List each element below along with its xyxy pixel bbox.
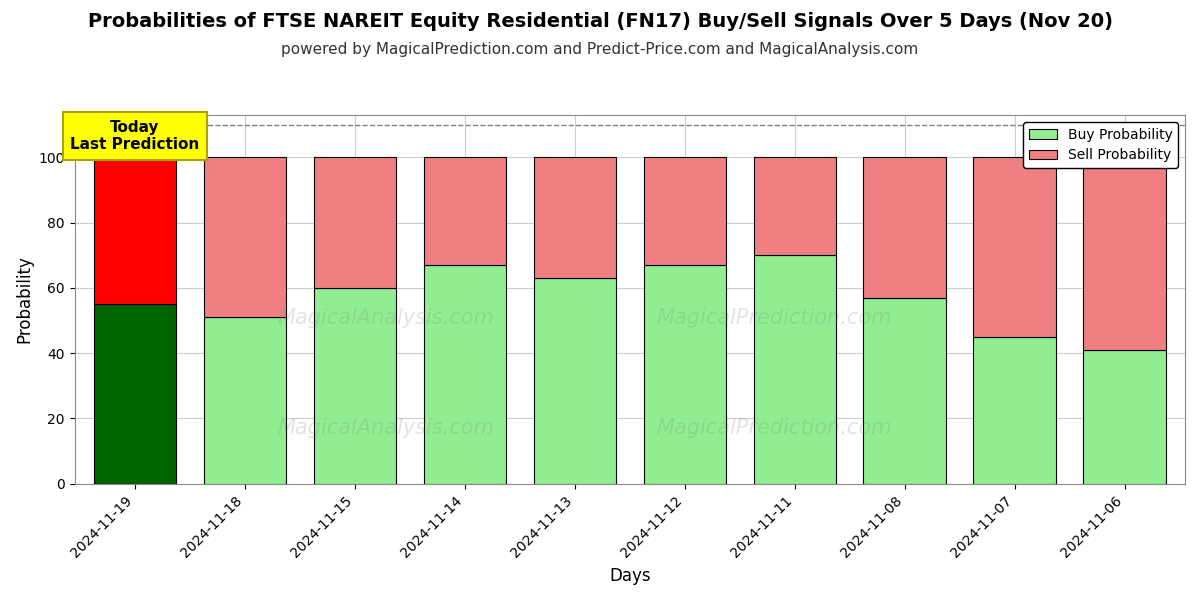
Bar bbox=[313, 157, 396, 288]
Bar bbox=[1084, 350, 1165, 484]
Text: MagicalAnalysis.com: MagicalAnalysis.com bbox=[277, 418, 494, 439]
Bar bbox=[534, 278, 616, 484]
Text: MagicalPrediction.com: MagicalPrediction.com bbox=[656, 308, 892, 328]
Bar bbox=[864, 157, 946, 298]
Text: powered by MagicalPrediction.com and Predict-Price.com and MagicalAnalysis.com: powered by MagicalPrediction.com and Pre… bbox=[281, 42, 919, 57]
Bar bbox=[534, 157, 616, 278]
Text: Probabilities of FTSE NAREIT Equity Residential (FN17) Buy/Sell Signals Over 5 D: Probabilities of FTSE NAREIT Equity Resi… bbox=[88, 12, 1112, 31]
Bar bbox=[643, 265, 726, 484]
X-axis label: Days: Days bbox=[610, 567, 650, 585]
Bar bbox=[1084, 157, 1165, 350]
Text: MagicalAnalysis.com: MagicalAnalysis.com bbox=[277, 308, 494, 328]
Bar bbox=[424, 265, 506, 484]
Y-axis label: Probability: Probability bbox=[16, 256, 34, 343]
Bar bbox=[204, 157, 287, 317]
Bar bbox=[973, 337, 1056, 484]
Bar bbox=[94, 304, 176, 484]
Bar bbox=[973, 157, 1056, 337]
Bar bbox=[754, 157, 836, 255]
Bar bbox=[754, 255, 836, 484]
Legend: Buy Probability, Sell Probability: Buy Probability, Sell Probability bbox=[1024, 122, 1178, 168]
Bar bbox=[204, 317, 287, 484]
Bar bbox=[424, 157, 506, 265]
Text: MagicalPrediction.com: MagicalPrediction.com bbox=[656, 418, 892, 439]
Bar bbox=[864, 298, 946, 484]
Bar bbox=[313, 288, 396, 484]
Text: Today
Last Prediction: Today Last Prediction bbox=[71, 120, 199, 152]
Bar bbox=[643, 157, 726, 265]
Bar bbox=[94, 157, 176, 304]
